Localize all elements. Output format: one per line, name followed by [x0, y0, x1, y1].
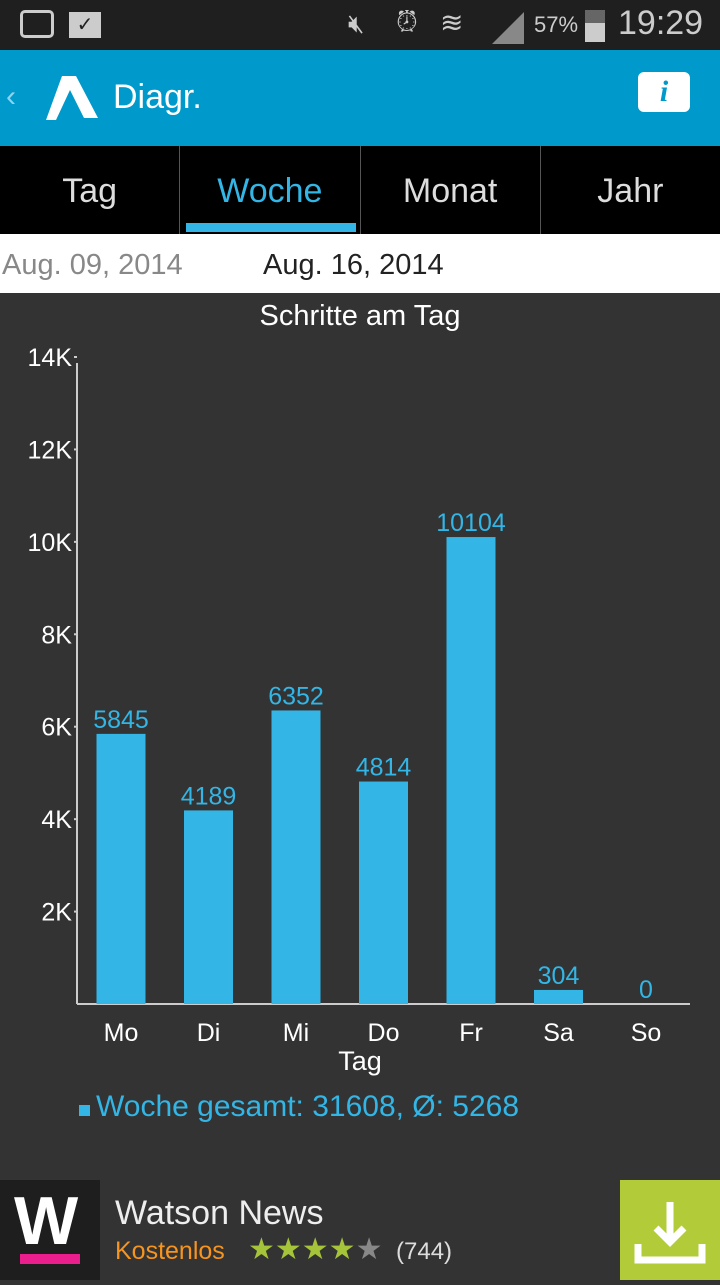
date-range: Aug. 09, 2014 Aug. 16, 2014	[0, 234, 720, 293]
ad-price: Kostenlos	[115, 1237, 225, 1265]
app-logo-icon	[46, 76, 98, 120]
bar-mo	[96, 733, 146, 1004]
ad-app-name: Watson News	[115, 1194, 324, 1232]
bar-fr	[446, 537, 496, 1004]
steps-chart: Schritte am Tag Tag 2K 4K 6K 8K 10K 12K 14K 584…	[28, 300, 690, 1123]
bar-value-label: 4189	[181, 782, 237, 810]
bar-value-label: 10104	[436, 509, 506, 537]
x-tick-label: Mi	[283, 1019, 309, 1047]
clock: 19:29	[618, 4, 704, 42]
y-tick-label: 6K	[41, 714, 72, 742]
ad-banner[interactable]: W Watson News Kostenlos ★★★★★ (744)	[0, 1180, 720, 1280]
bar-value-label: 5845	[93, 706, 149, 734]
shopping-bag-check-icon: ✓	[69, 12, 101, 38]
x-tick-label: Di	[197, 1019, 221, 1047]
chart-title: Schritte am Tag	[260, 300, 461, 332]
bar-value-label: 6352	[268, 682, 324, 710]
mute-icon: 🔇︎	[348, 8, 365, 38]
info-icon: i	[659, 75, 669, 108]
install-button[interactable]	[620, 1180, 720, 1280]
rating-stars: ★★★★★	[248, 1233, 383, 1266]
x-tick-label: Sa	[543, 1019, 574, 1047]
back-chevron-icon[interactable]: ‹	[6, 80, 16, 113]
bar-di	[184, 810, 233, 1004]
battery-text: 57%	[534, 12, 579, 37]
period-tabs: Tag Woche Monat Jahr	[0, 146, 720, 234]
app-bar: ‹ Diagr. i	[0, 50, 720, 146]
y-tick-label: 4K	[41, 806, 72, 834]
ad-app-icon: W	[0, 1180, 100, 1280]
wifi-icon: ≋	[440, 7, 464, 38]
x-tick-label: So	[631, 1019, 662, 1047]
previous-date[interactable]: Aug. 09, 2014	[2, 249, 183, 281]
camera-icon	[20, 10, 54, 38]
bar-value-label: 4814	[356, 754, 412, 782]
alarm-icon: ⏰︎	[396, 6, 418, 37]
current-date[interactable]: Aug. 16, 2014	[263, 249, 444, 281]
y-tick-label: 10K	[28, 529, 73, 557]
tab-monat[interactable]: Monat	[359, 146, 540, 234]
tab-woche[interactable]: Woche	[179, 146, 359, 234]
bar-mi	[271, 710, 321, 1004]
ad-review-count: (744)	[396, 1238, 453, 1265]
status-bar: ✓ 🔇︎ ⏰︎ ≋ 57% 19:29	[0, 0, 720, 50]
bar-value-label: 304	[538, 962, 580, 990]
battery-icon	[585, 10, 605, 42]
signal-icon	[492, 12, 524, 44]
tab-tag[interactable]: Tag	[62, 172, 118, 210]
download-icon	[634, 1202, 706, 1264]
y-tick-label: 14K	[28, 344, 73, 372]
x-axis-label: Tag	[338, 1046, 382, 1076]
bar-sa	[534, 989, 583, 1004]
legend-text: Woche gesamt: 31608, Ø: 5268	[96, 1090, 519, 1123]
y-tick-label: 12K	[28, 436, 73, 464]
tab-jahr[interactable]: Jahr	[539, 146, 720, 234]
info-button[interactable]: i	[638, 72, 690, 112]
page-title: Diagr.	[113, 78, 202, 116]
x-tick-label: Fr	[459, 1019, 483, 1047]
legend-swatch	[79, 1105, 90, 1116]
y-tick-label: 2K	[41, 899, 72, 927]
y-tick-label: 8K	[41, 621, 72, 649]
x-tick-label: Mo	[104, 1019, 139, 1047]
x-tick-label: Do	[368, 1019, 400, 1047]
bar-value-label: 0	[639, 976, 653, 1004]
bar-do	[359, 781, 408, 1004]
